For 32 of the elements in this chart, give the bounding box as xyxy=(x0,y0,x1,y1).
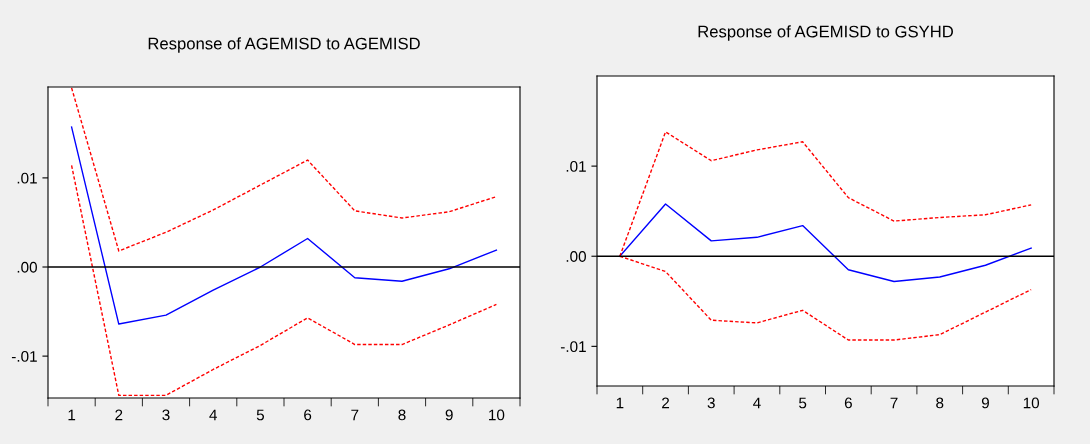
y-tick-label: .01 xyxy=(566,160,586,172)
x-tick-label: 6 xyxy=(844,397,852,409)
x-tick-label: 4 xyxy=(753,397,761,409)
x-tick-label: 3 xyxy=(707,397,715,409)
chart-title: Response of AGEMISD to AGEMISD xyxy=(148,37,420,53)
x-tick-label: 8 xyxy=(398,409,406,421)
x-tick-label: 6 xyxy=(304,409,312,421)
x-tick-label: 4 xyxy=(209,409,217,421)
x-tick-label: 5 xyxy=(799,397,807,409)
y-tick-label: -.01 xyxy=(11,350,37,362)
x-tick-label: 7 xyxy=(351,409,359,421)
x-tick-label: 2 xyxy=(662,397,670,409)
x-tick-label: 10 xyxy=(1023,397,1040,409)
x-tick-label: 10 xyxy=(489,409,505,421)
x-tick-label: 2 xyxy=(115,409,123,421)
line-series xyxy=(70,87,498,252)
line-series xyxy=(70,126,498,325)
x-tick-label: 3 xyxy=(162,409,170,421)
chart-title: Response of AGEMISD to GSYHD xyxy=(698,25,953,41)
x-tick-label: 1 xyxy=(68,409,76,421)
line-series xyxy=(70,164,498,397)
line-series xyxy=(619,203,1032,283)
y-tick-label: .00 xyxy=(566,251,586,262)
x-tick-label: 5 xyxy=(256,409,265,421)
x-tick-label: 9 xyxy=(445,409,453,421)
x-tick-label: 9 xyxy=(981,397,989,409)
x-tick-label: 8 xyxy=(936,397,944,409)
x-tick-label: 1 xyxy=(616,397,624,409)
y-tick-label: .00 xyxy=(17,261,37,273)
y-tick-label: -.01 xyxy=(560,341,586,353)
x-tick-label: 7 xyxy=(890,397,898,409)
y-tick-label: .01 xyxy=(17,172,37,184)
